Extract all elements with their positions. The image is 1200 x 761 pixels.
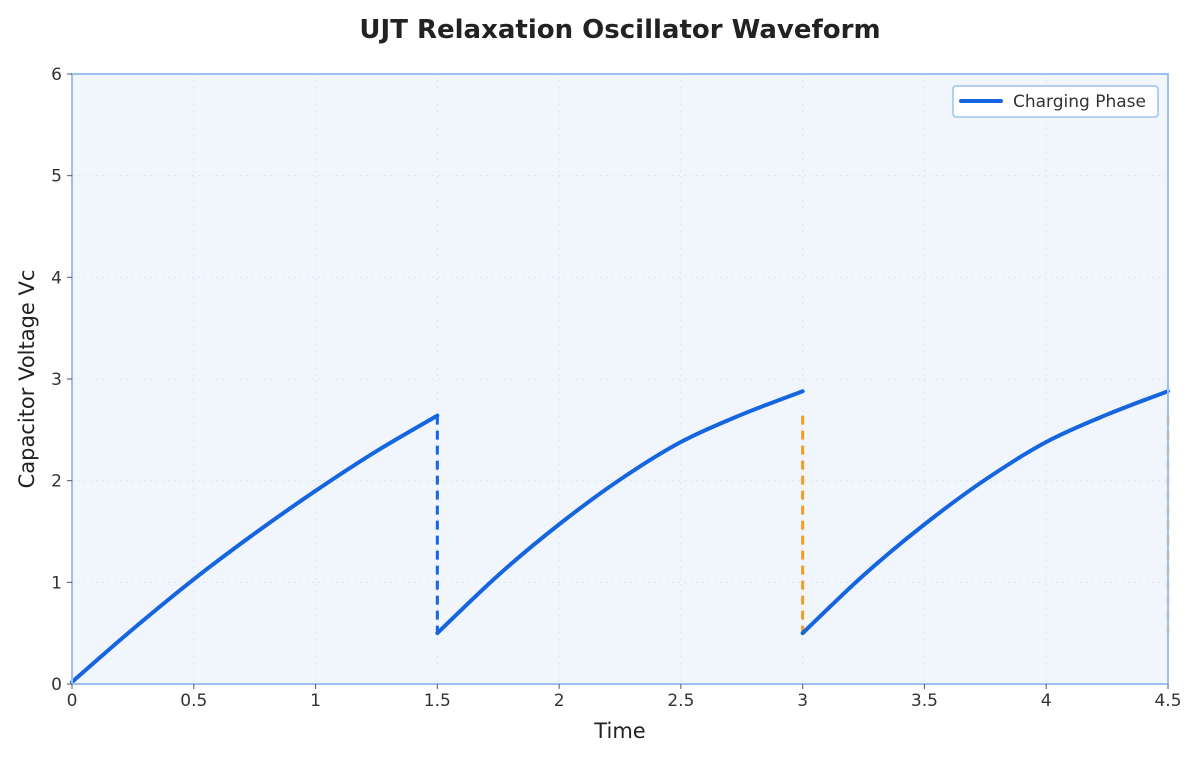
x-tick-label: 2.5 bbox=[667, 691, 694, 711]
y-tick-label: 3 bbox=[51, 370, 62, 390]
charging-curve-segment bbox=[435, 389, 805, 636]
x-tick-label: 1.5 bbox=[424, 691, 451, 711]
x-tick-label: 4 bbox=[1041, 691, 1052, 711]
x-tick-label: 3 bbox=[797, 691, 808, 711]
y-axis-label: Capacitor Voltage Vc bbox=[15, 270, 39, 489]
y-tick-label: 4 bbox=[51, 268, 62, 288]
x-tick-label: 4.5 bbox=[1154, 691, 1181, 711]
y-tick-label: 1 bbox=[51, 573, 62, 593]
charging-curve-segment bbox=[800, 389, 1170, 636]
y-tick-label: 2 bbox=[51, 472, 62, 492]
x-tick-label: 0 bbox=[67, 691, 78, 711]
x-tick-label: 1 bbox=[310, 691, 321, 711]
x-tick-label: 0.5 bbox=[180, 691, 207, 711]
y-tick-label: 5 bbox=[51, 167, 62, 187]
x-tick-label: 2 bbox=[554, 691, 565, 711]
legend: Charging Phase bbox=[952, 85, 1159, 118]
x-tick-label: 3.5 bbox=[911, 691, 938, 711]
chart-title: UJT Relaxation Oscillator Waveform bbox=[359, 15, 880, 45]
legend-box bbox=[952, 85, 1159, 118]
legend-label-charging-phase: Charging Phase bbox=[1013, 92, 1146, 112]
y-tick-label: 6 bbox=[51, 65, 62, 85]
x-axis-label: Time bbox=[593, 719, 645, 743]
charging-curve-segment bbox=[70, 413, 440, 684]
x-axis-ticks: 0 0.5 1 1.5 2 2.5 3 3.5 4 4.5 bbox=[67, 684, 1182, 711]
y-axis-ticks: 0 1 2 3 4 5 6 bbox=[51, 65, 72, 695]
y-tick-label: 0 bbox=[51, 675, 62, 695]
